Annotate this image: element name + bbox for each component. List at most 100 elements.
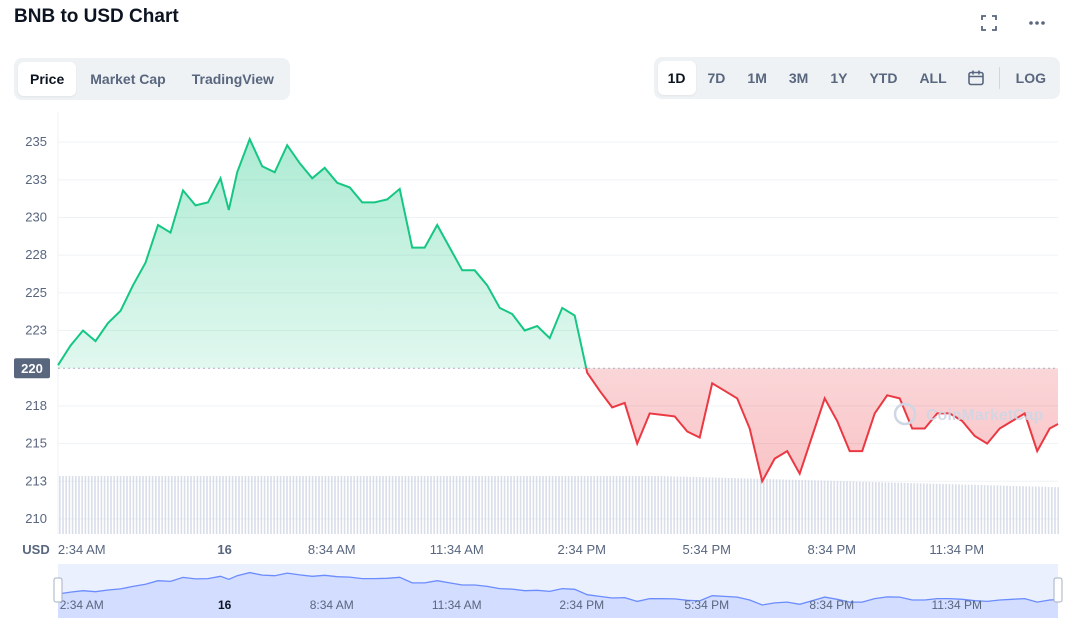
volume-bar: [167, 476, 170, 534]
volume-bar: [372, 476, 375, 534]
range-ytd[interactable]: YTD: [869, 70, 898, 86]
volume-bar: [967, 484, 970, 534]
volume-bar: [791, 479, 794, 534]
volume-bar: [110, 476, 112, 534]
volume-bar: [939, 483, 941, 534]
x-axis: USD 2:34 AM 16 8:34 AM 11:34 AM 2:34 PM 5:34 P…: [22, 542, 984, 557]
volume-bar: [113, 476, 115, 534]
volume-bar: [513, 476, 515, 534]
volume-bar: [68, 476, 71, 534]
volume-bar: [820, 480, 823, 534]
range-all[interactable]: ALL: [919, 70, 947, 86]
range-3m[interactable]: 3M: [788, 70, 809, 86]
volume-bar: [529, 476, 531, 534]
navigator-tick-label: 2:34 AM: [60, 598, 104, 612]
navigator-tick-label: 8:34 AM: [310, 598, 354, 612]
range-navigator[interactable]: 2:34 AM 16 8:34 AM 11:34 AM 2:34 PM 5:34 PM 8:…: [53, 564, 1063, 618]
range-1m[interactable]: 1M: [747, 70, 767, 86]
volume-bar: [660, 476, 663, 534]
volume-bar: [151, 476, 154, 534]
volume-bar: [871, 481, 874, 534]
volume-bar: [254, 476, 256, 534]
volume-bar: [97, 476, 99, 534]
volume-bar: [811, 480, 813, 534]
tab-tradingview[interactable]: TradingView: [191, 71, 274, 87]
volume-bar: [551, 476, 554, 534]
volume-bar: [257, 476, 259, 534]
volume-bar: [1031, 486, 1034, 534]
currency-label: USD: [22, 542, 49, 557]
volume-bar: [219, 476, 221, 534]
price-areas: [58, 139, 1058, 482]
more-horizontal-icon[interactable]: [1024, 10, 1050, 36]
y-tick-label: 210: [25, 511, 47, 526]
volume-bar: [87, 476, 90, 534]
range-7d[interactable]: 7D: [707, 70, 726, 86]
range-1d[interactable]: 1D: [657, 61, 696, 95]
volume-bar: [353, 476, 355, 534]
volume-bar: [555, 476, 557, 534]
navigator-left-handle[interactable]: [53, 577, 63, 603]
volume-bar: [686, 476, 688, 534]
tab-market-cap[interactable]: Market Cap: [90, 71, 166, 87]
fullscreen-icon[interactable]: [976, 10, 1002, 36]
volume-bar: [708, 477, 711, 534]
volume-bar: [747, 478, 749, 534]
volume-bar: [823, 480, 826, 534]
navigator-tick-label: 16: [218, 598, 232, 612]
volume-bar: [209, 476, 211, 534]
volume-bar: [846, 481, 848, 534]
volume-bar: [644, 476, 647, 534]
volume-bar: [331, 476, 333, 534]
volume-bar: [382, 476, 384, 534]
y-tick-label: 228: [25, 247, 47, 262]
volume-bar: [462, 476, 464, 534]
range-1y[interactable]: 1Y: [830, 70, 848, 86]
y-tick-label: 218: [25, 398, 47, 413]
volume-bar: [238, 476, 240, 534]
volume-bar: [385, 476, 387, 534]
volume-bar: [622, 476, 624, 534]
volume-bar: [702, 477, 704, 534]
volume-bar: [836, 481, 839, 534]
volume-bar: [827, 480, 829, 534]
tab-price[interactable]: Price: [18, 62, 77, 96]
price-lines: [57, 136, 1059, 485]
volume-bar: [91, 476, 93, 534]
volume-bar: [593, 476, 595, 534]
volume-bar: [321, 476, 323, 534]
volume-bar: [334, 476, 336, 534]
volume-bar: [753, 478, 755, 534]
volume-bar: [859, 481, 861, 534]
volume-bar: [206, 476, 208, 534]
watermark-logo-icon: [893, 402, 917, 426]
volume-bar: [235, 476, 237, 534]
volume-bar: [1003, 485, 1005, 534]
volume-bar: [459, 476, 461, 534]
volume-bar: [222, 476, 224, 534]
volume-bar: [766, 479, 768, 534]
log-toggle[interactable]: LOG: [1015, 70, 1046, 86]
volume-bar: [718, 477, 720, 534]
volume-bar: [119, 476, 122, 534]
volume-bar: [561, 476, 563, 534]
navigator-tick-label: 11:34 PM: [932, 598, 982, 612]
volume-bar: [276, 476, 279, 534]
volume-bar: [302, 476, 304, 534]
volume-bar: [193, 476, 195, 534]
volume-bar: [231, 476, 234, 534]
volume-bar: [1025, 486, 1027, 534]
volume-bar: [158, 476, 160, 534]
x-tick-label: 8:34 PM: [808, 542, 856, 557]
calendar-icon[interactable]: [959, 61, 993, 95]
volume-bar: [609, 476, 611, 534]
volume-bar: [318, 476, 320, 534]
volume-bar: [801, 480, 803, 534]
y-tick-label: 213: [25, 473, 47, 488]
navigator-right-handle[interactable]: [1053, 577, 1063, 603]
navigator-tick-label: 2:34 PM: [559, 598, 604, 612]
volume-bar: [635, 476, 637, 534]
volume-bar: [619, 476, 621, 534]
navigator-line: [57, 571, 1059, 606]
